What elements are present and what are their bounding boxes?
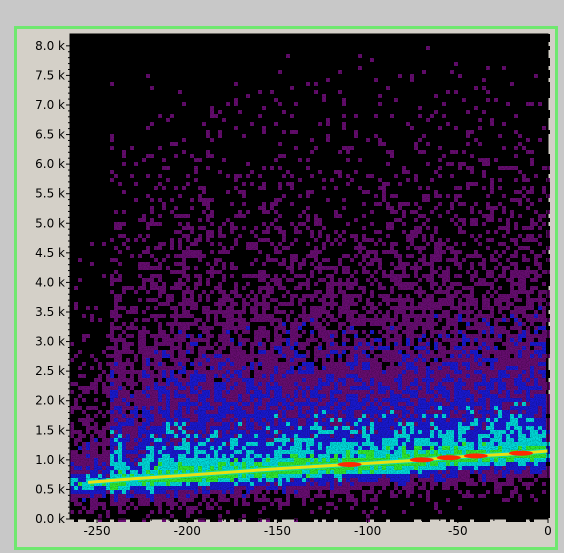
y-tick-label: 5.5 k	[35, 187, 65, 201]
y-tick-label: 2.5 k	[35, 364, 65, 378]
y-tick-label: 7.5 k	[35, 68, 65, 82]
y-tick-label: 4.5 k	[35, 246, 65, 260]
ridge-hotspot	[409, 457, 434, 463]
ridge-hotspot	[337, 461, 362, 467]
plot-panel: 0.0 k 0.5 k 1.0 k 1.5 k 2.0 k 2.5 k 3.0 k 3.5 k…	[4, 4, 560, 550]
y-tick-label: 4.0 k	[35, 275, 65, 289]
y-tick-label: 1.0 k	[35, 453, 65, 467]
y-tick-label: 8.0 k	[35, 39, 65, 53]
y-tick-label: 5.0 k	[35, 216, 65, 230]
y-tick-label: 3.5 k	[35, 305, 65, 319]
axes: 0.0 k 0.5 k 1.0 k 1.5 k 2.0 k 2.5 k 3.0 k 3.5 k…	[35, 33, 552, 538]
ridge-hotspot	[508, 450, 533, 456]
y-tick-label: 2.0 k	[35, 394, 65, 408]
x-tick-label: -250	[83, 524, 110, 538]
x-tick-label: 0	[544, 524, 552, 538]
x-tick-label: -100	[354, 524, 381, 538]
y-tick-label: 1.5 k	[35, 423, 65, 437]
y-tick-label: 3.0 k	[35, 335, 65, 349]
y-tick-label: 7.0 k	[35, 98, 65, 112]
x-tick-label: -150	[264, 524, 291, 538]
x-tick-label: -50	[448, 524, 468, 538]
y-tick-label: 0.5 k	[35, 482, 65, 496]
speckle-noise	[70, 34, 548, 519]
ridge-hotspot	[436, 455, 461, 461]
density-ridge	[87, 448, 549, 485]
heatmap-area	[70, 34, 550, 522]
y-tick-label: 6.0 k	[35, 157, 65, 171]
ridge-line	[87, 449, 549, 484]
y-tick-label: 6.5 k	[35, 128, 65, 142]
y-tick-label: 0.0 k	[35, 512, 65, 526]
ridge-hotspot	[463, 453, 488, 459]
heatmap-chart: 0.0 k 0.5 k 1.0 k 1.5 k 2.0 k 2.5 k 3.0 k 3.5 k…	[35, 33, 552, 538]
x-tick-label: -200	[174, 524, 201, 538]
